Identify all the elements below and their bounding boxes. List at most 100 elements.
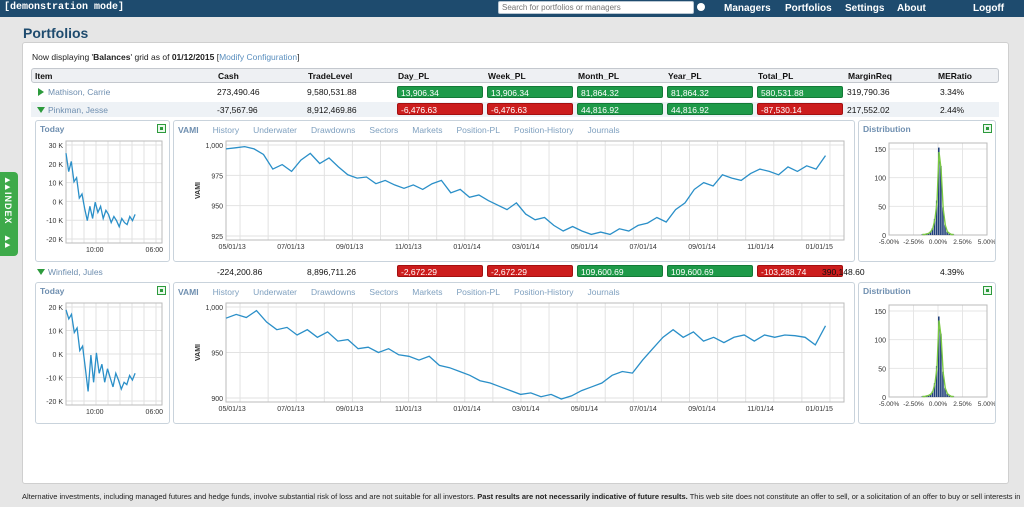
x-tick-label: 01/01/15 — [806, 406, 833, 413]
col-week-pl[interactable]: Week_PL — [488, 71, 526, 81]
nav-portfolios[interactable]: Portfolios — [785, 3, 832, 14]
grid-name: Balances — [93, 52, 131, 62]
collapse-arrow-icon[interactable] — [37, 107, 45, 113]
tab-sectors[interactable]: Sectors — [369, 125, 399, 135]
x-tick-label: 03/01/14 — [512, 406, 539, 413]
x-tick-label: 05/01/13 — [219, 244, 246, 251]
year-pl-value: 109,600.69 — [667, 265, 753, 277]
export-icon[interactable] — [157, 286, 166, 295]
status-line: Now displaying 'Balances' grid as of 01/… — [32, 52, 299, 62]
tab-position-history[interactable]: Position-History — [513, 125, 574, 135]
distribution-panel: Distribution 150 100 50 0 -5.00% -2.50% 0.00% 2… — [858, 282, 996, 424]
tab-journals[interactable]: Journals — [587, 287, 620, 297]
status-middle: ' grid as of — [130, 52, 172, 62]
disclaimer-text: Alternative investments, including manag… — [22, 492, 478, 501]
grid-header: Item Cash TradeLevel Day_PL Week_PL Mont… — [31, 68, 999, 83]
x-tick-label: 09/01/13 — [336, 406, 363, 413]
export-icon[interactable] — [157, 124, 166, 133]
total-pl-value: -87,530.14 — [757, 103, 843, 115]
tab-sectors[interactable]: Sectors — [369, 287, 399, 297]
modify-configuration-link[interactable]: Modify Configuration — [219, 52, 298, 62]
nav-managers[interactable]: Managers — [724, 3, 771, 14]
marginreq-value: 390,148.60 — [822, 267, 865, 277]
x-tick-label: -2.50% — [903, 239, 924, 246]
today-title: Today — [40, 124, 65, 134]
x-tick-label: 09/01/13 — [336, 244, 363, 251]
histogram-bar — [935, 365, 938, 397]
export-icon[interactable] — [983, 124, 992, 133]
tab-position-history[interactable]: Position-History — [513, 287, 574, 297]
x-tick-label: 07/01/13 — [277, 406, 304, 413]
index-tab[interactable]: ▶ ▶ INDEX ▶ ▶ — [0, 172, 18, 256]
meratio-value: 3.34% — [940, 87, 965, 97]
histogram-bar — [946, 393, 948, 397]
tab-underwater[interactable]: Underwater — [253, 287, 298, 297]
expand-arrow-icon[interactable] — [38, 88, 44, 96]
histogram-bar — [942, 207, 944, 235]
col-meratio[interactable]: MERatio — [938, 71, 972, 81]
x-tick-label: 03/01/14 — [512, 244, 539, 251]
col-day-pl[interactable]: Day_PL — [398, 71, 430, 81]
x-tick-label: 06:00 — [146, 409, 164, 416]
tab-underwater[interactable]: Underwater — [253, 125, 298, 135]
x-tick-label: -5.00% — [879, 401, 900, 408]
tab-history[interactable]: History — [212, 287, 240, 297]
portfolio-name[interactable]: Pinkman, Jesse — [48, 105, 108, 115]
cash-value: -224,200.86 — [217, 267, 263, 277]
y-axis-label: VAMI — [195, 182, 202, 199]
col-marginreq[interactable]: MarginReq — [848, 71, 892, 81]
collapse-arrow-icon[interactable] — [37, 269, 45, 275]
nav-logoff[interactable]: Logoff — [973, 3, 1005, 14]
tab-drawdowns[interactable]: Drawdowns — [311, 125, 356, 135]
x-tick-label: 11/01/13 — [395, 244, 422, 251]
density-curve — [922, 151, 954, 236]
col-total-pl[interactable]: Total_PL — [758, 71, 794, 81]
y-tick-label: 0 K — [52, 199, 63, 206]
histogram-bar — [948, 233, 950, 235]
day-pl-value: -2,672.29 — [397, 265, 483, 277]
x-tick-label: 2.50% — [953, 239, 972, 246]
col-month-pl[interactable]: Month_PL — [578, 71, 620, 81]
chart-tabs: VAMI History Underwater Drawdowns Sectors Mar… — [178, 125, 634, 135]
month-pl-value: 109,600.69 — [577, 265, 663, 277]
plot-frame — [65, 140, 163, 244]
x-tick-label: 11/01/13 — [395, 406, 422, 413]
x-tick-label: 05/01/14 — [571, 244, 598, 251]
tab-position-pl[interactable]: Position-PL — [456, 125, 500, 135]
distribution-title: Distribution — [863, 124, 911, 134]
search-input[interactable] — [498, 1, 694, 14]
y-tick-label: 1,000 — [205, 143, 223, 150]
histogram-bar — [929, 394, 932, 397]
tab-journals[interactable]: Journals — [587, 125, 620, 135]
nav-settings[interactable]: Settings — [845, 3, 885, 14]
y-tick-label: -20 K — [46, 237, 63, 244]
col-cash[interactable]: Cash — [218, 71, 239, 81]
tab-position-pl[interactable]: Position-PL — [456, 287, 500, 297]
search-icon[interactable] — [697, 3, 705, 11]
tab-vami[interactable]: VAMI — [178, 287, 199, 297]
cash-value: 273,490.46 — [217, 87, 260, 97]
portfolio-name[interactable]: Mathison, Carrie — [48, 87, 111, 97]
x-tick-label: 09/01/14 — [688, 406, 715, 413]
tab-drawdowns[interactable]: Drawdowns — [311, 287, 356, 297]
portfolio-name[interactable]: Winfield, Jules — [48, 267, 103, 277]
col-year-pl[interactable]: Year_PL — [668, 71, 702, 81]
col-tradelevel[interactable]: TradeLevel — [308, 71, 353, 81]
x-tick-label: 07/01/14 — [630, 244, 657, 251]
page-title: Portfolios — [23, 25, 89, 41]
histogram-bar — [921, 234, 923, 235]
status-bracket: [ — [214, 52, 220, 62]
week-pl-value: -2,672.29 — [487, 265, 573, 277]
tab-markets[interactable]: Markets — [412, 125, 443, 135]
x-tick-label: 07/01/14 — [630, 406, 657, 413]
histogram-bar — [935, 200, 938, 235]
export-icon[interactable] — [983, 286, 992, 295]
nav-about[interactable]: About — [897, 3, 926, 14]
histogram-bar — [929, 231, 932, 235]
tab-vami[interactable]: VAMI — [178, 125, 199, 135]
tab-history[interactable]: History — [212, 125, 240, 135]
tab-markets[interactable]: Markets — [412, 287, 443, 297]
col-item[interactable]: Item — [35, 71, 53, 81]
tradelevel-value: 8,912,469.86 — [307, 105, 357, 115]
y-tick-label: 30 K — [49, 143, 64, 150]
